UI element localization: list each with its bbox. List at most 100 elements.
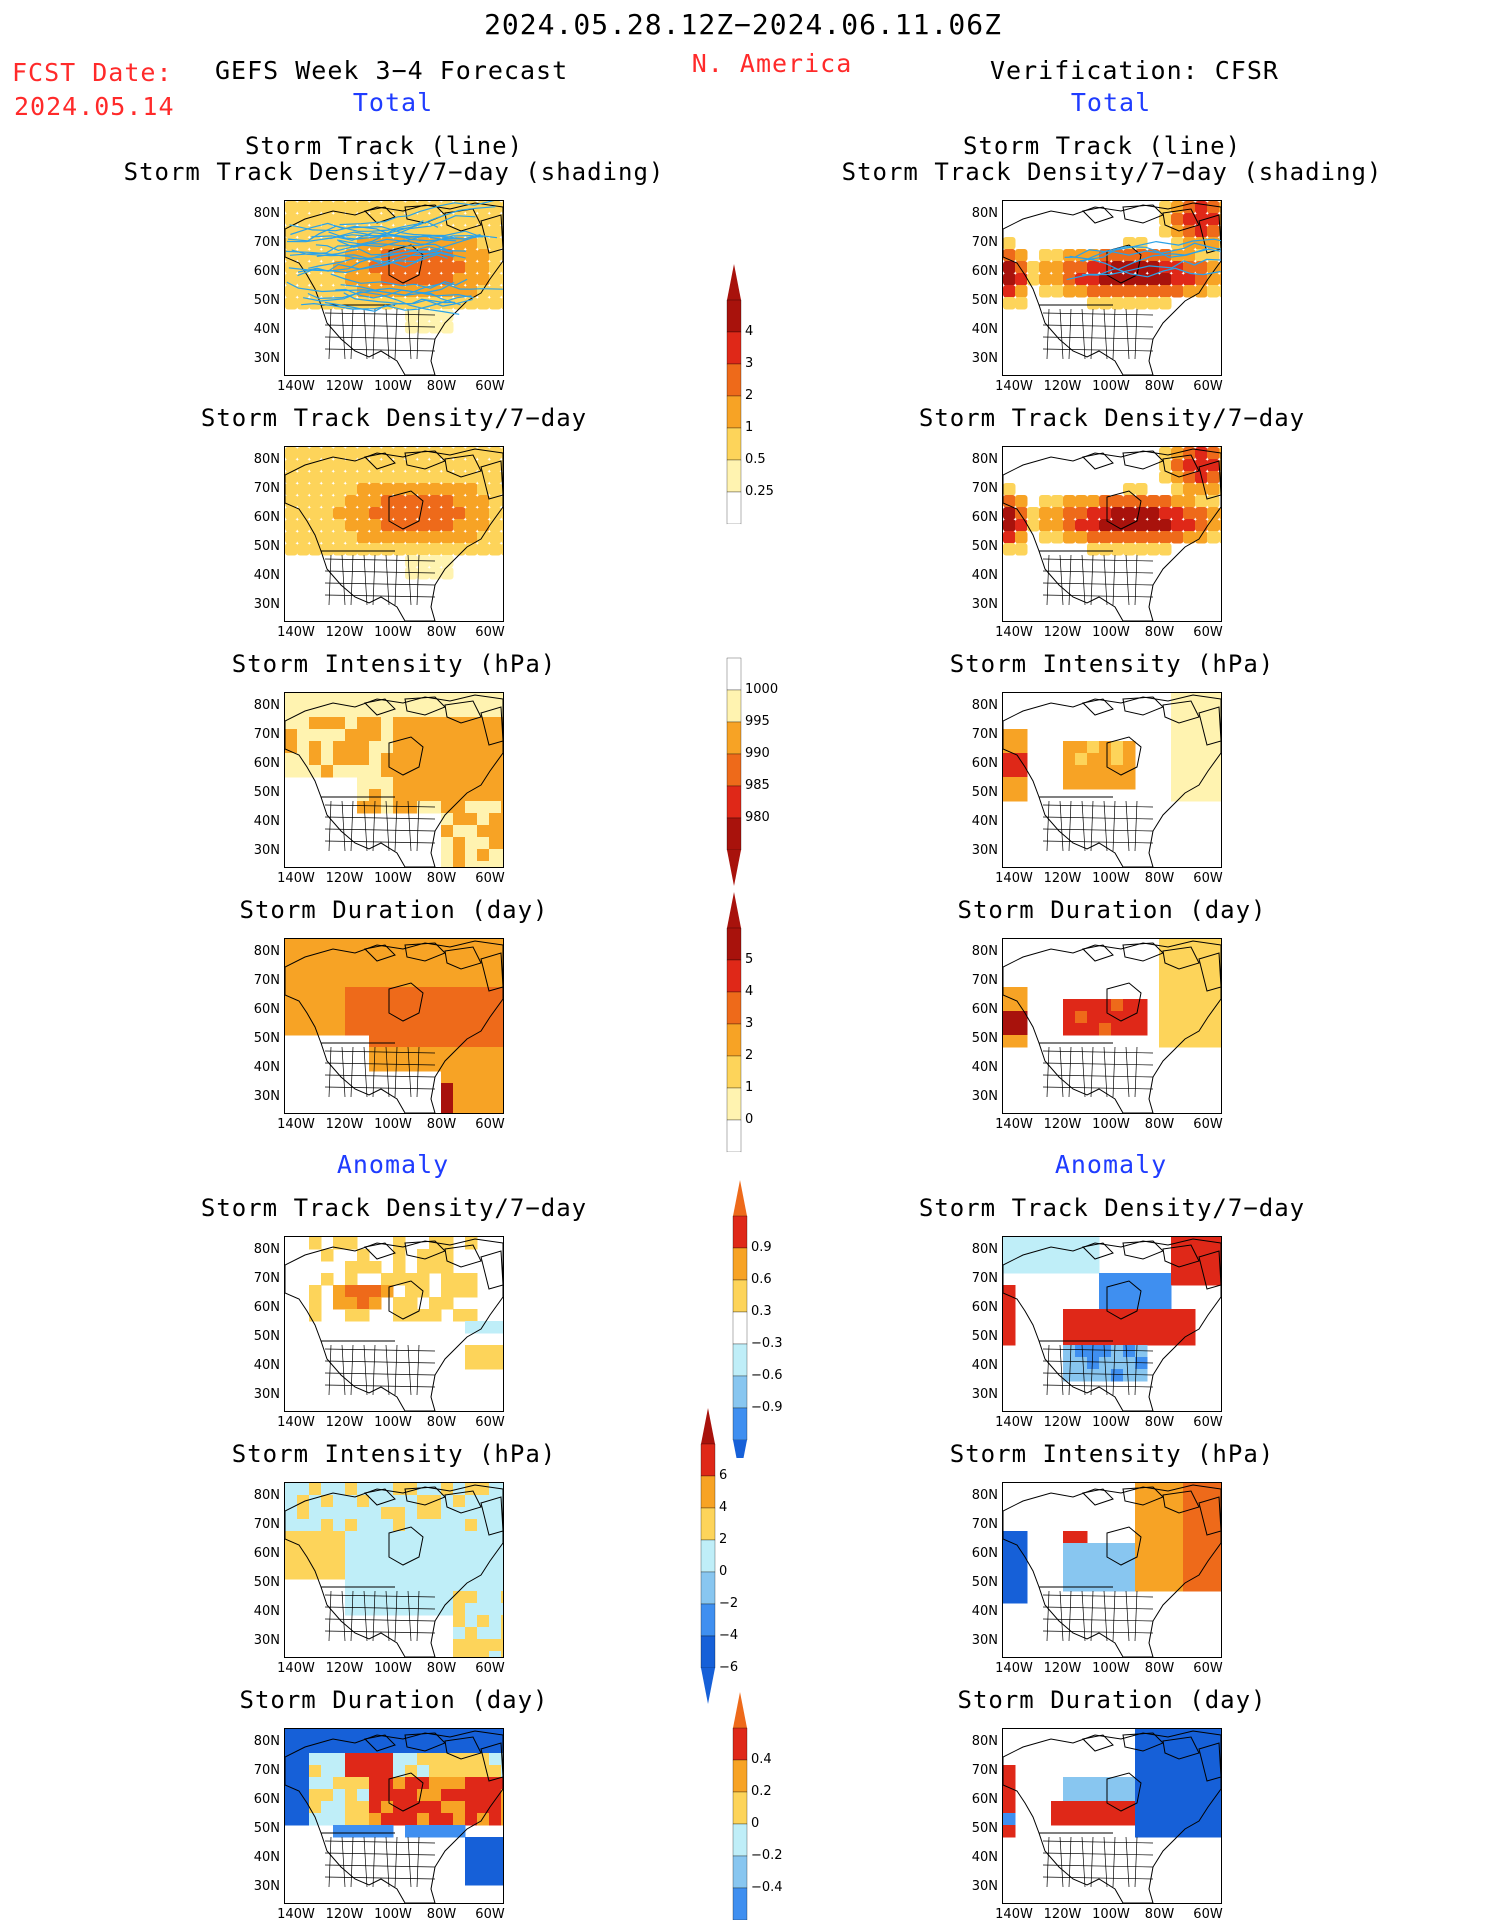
shaded-cell [1075, 741, 1088, 754]
shaded-cell [429, 1777, 442, 1790]
shaded-cell [1183, 765, 1196, 778]
colorbar-segment [726, 427, 742, 461]
shaded-cell [405, 1579, 418, 1592]
state-border [1042, 1594, 1154, 1598]
shaded-cell [477, 1555, 490, 1568]
title-duration-right: Storm Duration (day) [957, 896, 1267, 924]
arctic-island-outline [1122, 1240, 1164, 1260]
shaded-cell [1123, 1345, 1136, 1358]
shaded-cell [489, 837, 502, 850]
shaded-cell [465, 1567, 478, 1580]
shaded-cell [1075, 1261, 1088, 1274]
hudson-bay-outline [388, 1772, 424, 1812]
shaded-cell [1087, 273, 1100, 286]
shaded-cell [381, 1273, 394, 1286]
shaded-cell [285, 951, 298, 964]
shaded-cell [333, 1789, 346, 1802]
shaded-cell [393, 1047, 406, 1060]
shaded-cell [501, 1813, 503, 1826]
storm-track-line [336, 230, 498, 246]
shaded-cell [1207, 1519, 1220, 1532]
shaded-cell [1015, 777, 1028, 790]
shaded-cell [1219, 729, 1221, 742]
shaded-cell [393, 1495, 406, 1508]
shaded-cell [405, 729, 418, 742]
shaded-cell [345, 753, 358, 766]
shaded-cell [297, 1741, 310, 1754]
shaded-cell [405, 1753, 418, 1766]
shaded-cell [465, 1483, 478, 1496]
latitude-label: 30N [253, 1633, 280, 1648]
shaded-cell [1087, 765, 1100, 778]
storm-track-line [315, 239, 467, 252]
shaded-cell [465, 1555, 478, 1568]
shaded-cell [1195, 1543, 1208, 1556]
shaded-cell [333, 939, 346, 952]
storm-track-line [335, 288, 461, 306]
coastline [1003, 202, 1221, 375]
colorbar-tick-label: 0 [719, 1564, 728, 1579]
shaded-cell [321, 507, 334, 520]
shaded-cell [369, 1035, 382, 1048]
fcst-date-label: FCST Date: [12, 58, 173, 87]
shaded-cell [489, 285, 502, 298]
state-border [324, 1876, 436, 1880]
state-border [324, 1348, 436, 1352]
shaded-cell [477, 999, 490, 1012]
shaded-cell [1111, 1369, 1124, 1382]
shaded-cell [1087, 1321, 1100, 1334]
shaded-cell [1207, 507, 1220, 520]
shaded-cell [321, 729, 334, 742]
shaded-cell [405, 777, 418, 790]
shaded-cell [345, 951, 358, 964]
shaded-cell [1219, 1789, 1221, 1802]
shaded-cell [1087, 1357, 1100, 1370]
shaded-cell [489, 1741, 502, 1754]
shaded-cell [1075, 261, 1088, 274]
shaded-cell [453, 1059, 466, 1072]
shaded-cell [1099, 765, 1112, 778]
shaded-cell [1195, 519, 1208, 532]
shaded-cell [477, 543, 490, 556]
shaded-cell [465, 1753, 478, 1766]
shaded-cell [441, 261, 454, 274]
shaded-cell [1075, 753, 1088, 766]
state-border [324, 1864, 436, 1868]
shaded-cell [417, 321, 430, 334]
shaded-cell [321, 939, 334, 952]
shaded-cell [441, 1095, 454, 1108]
shaded-cell [1063, 1249, 1076, 1262]
shaded-cell [1123, 1321, 1136, 1334]
shaded-cell [453, 1285, 466, 1298]
shaded-cell [1111, 1333, 1124, 1346]
shaded-cell [465, 1519, 478, 1532]
shaded-cell [1159, 1495, 1172, 1508]
shaded-cell [1099, 1579, 1112, 1592]
shaded-cell [369, 789, 382, 802]
shaded-cell [477, 825, 490, 838]
shaded-cell [1003, 507, 1016, 520]
shaded-cell [489, 765, 502, 778]
shaded-cell [1171, 1333, 1184, 1346]
shaded-cell [1015, 1011, 1028, 1024]
shaded-cell [1015, 249, 1028, 262]
shaded-cell [477, 1047, 490, 1060]
title-track-shading-right: Storm Track Density/7−day (shading) [841, 158, 1383, 186]
shaded-cell [417, 1729, 430, 1742]
shaded-cell [309, 963, 322, 976]
shaded-cell [465, 1495, 478, 1508]
shaded-cell [1063, 1023, 1076, 1036]
arctic-island-outline [1198, 1250, 1221, 1290]
state-border [350, 1046, 354, 1098]
map-panel-density-anomaly-forecast [284, 1236, 504, 1412]
shaded-cell [453, 1591, 466, 1604]
shaded-cell [1087, 1789, 1100, 1802]
arctic-island-outline [1081, 698, 1114, 716]
shaded-cell [489, 459, 502, 472]
shaded-cell [333, 1483, 346, 1496]
map-svg [285, 201, 503, 375]
shaded-cell [405, 951, 418, 964]
shaded-cell [1147, 261, 1160, 274]
shaded-cell [1063, 1321, 1076, 1334]
shaded-cell [417, 789, 430, 802]
